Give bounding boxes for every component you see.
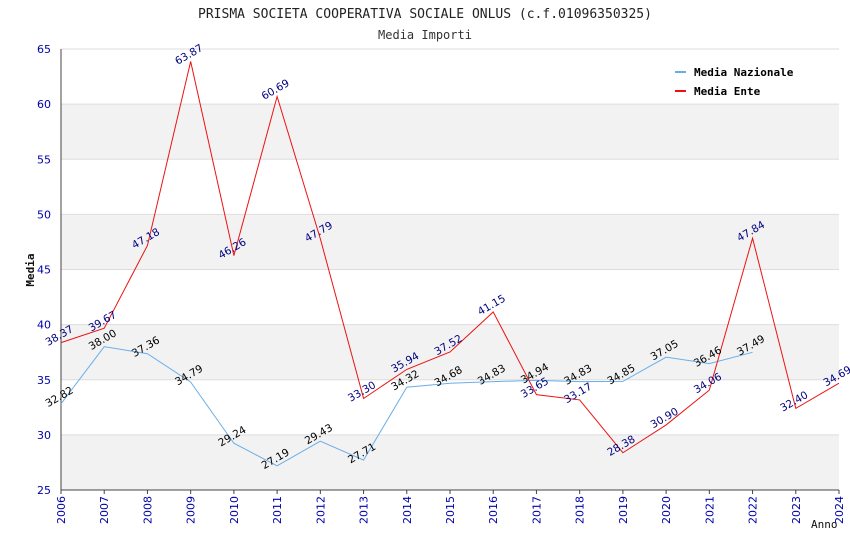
x-tick-label: 2020 [660, 496, 673, 524]
plot-band [61, 434, 839, 490]
series-lines [60, 61, 840, 467]
x-tick-label: 2014 [401, 496, 414, 524]
chart-title: PRISMA SOCIETA COOPERATIVA SOCIALE ONLUS… [198, 7, 652, 22]
x-tick-label: 2015 [444, 496, 457, 524]
x-tick-label: 2018 [574, 496, 587, 524]
x-tick-label: 2006 [55, 496, 68, 524]
y-tick-label: 65 [37, 43, 51, 56]
y-axis-label: Media [24, 253, 37, 286]
legend-box [669, 60, 810, 101]
x-tick-label: 2016 [487, 496, 500, 524]
y-tick-label: 25 [37, 484, 51, 497]
x-tick-label: 2011 [271, 496, 284, 524]
series-line-media-ente [60, 61, 840, 454]
y-tick-label: 30 [37, 429, 51, 442]
legend-label-media-nazionale: Media Nazionale [694, 66, 794, 79]
legend: Media Nazionale Media Ente [669, 60, 810, 101]
x-tick-label: 2022 [747, 496, 760, 524]
plot-band [61, 269, 839, 325]
legend-label-media-ente: Media Ente [694, 85, 761, 98]
plot-band [61, 379, 839, 435]
x-tick-label: 2007 [98, 496, 111, 524]
x-tick-label: 2023 [790, 496, 803, 524]
y-tick-label: 50 [37, 208, 51, 221]
axes [60, 49, 840, 494]
chart-subtitle: Media Importi [378, 28, 472, 42]
x-tick-labels: 2006 2007 2008 2009 2010 2011 2012 2013 2014 2015… [55, 496, 846, 524]
x-tick-label: 2012 [314, 496, 327, 524]
plot-band [61, 159, 839, 215]
y-tick-label: 40 [37, 319, 51, 332]
x-tick-label: 2013 [358, 496, 371, 524]
x-tick-label: 2009 [185, 496, 198, 524]
plot-band [61, 214, 839, 270]
y-tick-label: 45 [37, 264, 51, 277]
x-tick-label: 2010 [228, 496, 241, 524]
y-tick-labels: 25 30 35 40 45 50 55 60 65 [37, 43, 51, 497]
plot-band [61, 104, 839, 160]
x-tick-label: 2024 [833, 496, 846, 524]
x-tick-label: 2008 [141, 496, 154, 524]
x-axis-label: Anno [811, 518, 838, 531]
series-line-media-nazionale [60, 346, 753, 467]
y-tick-label: 35 [37, 374, 51, 387]
y-tick-label: 55 [37, 153, 51, 166]
x-tick-label: 2019 [617, 496, 630, 524]
x-tick-label: 2021 [703, 496, 716, 524]
y-tick-label: 60 [37, 98, 51, 111]
x-tick-label: 2017 [530, 496, 543, 524]
